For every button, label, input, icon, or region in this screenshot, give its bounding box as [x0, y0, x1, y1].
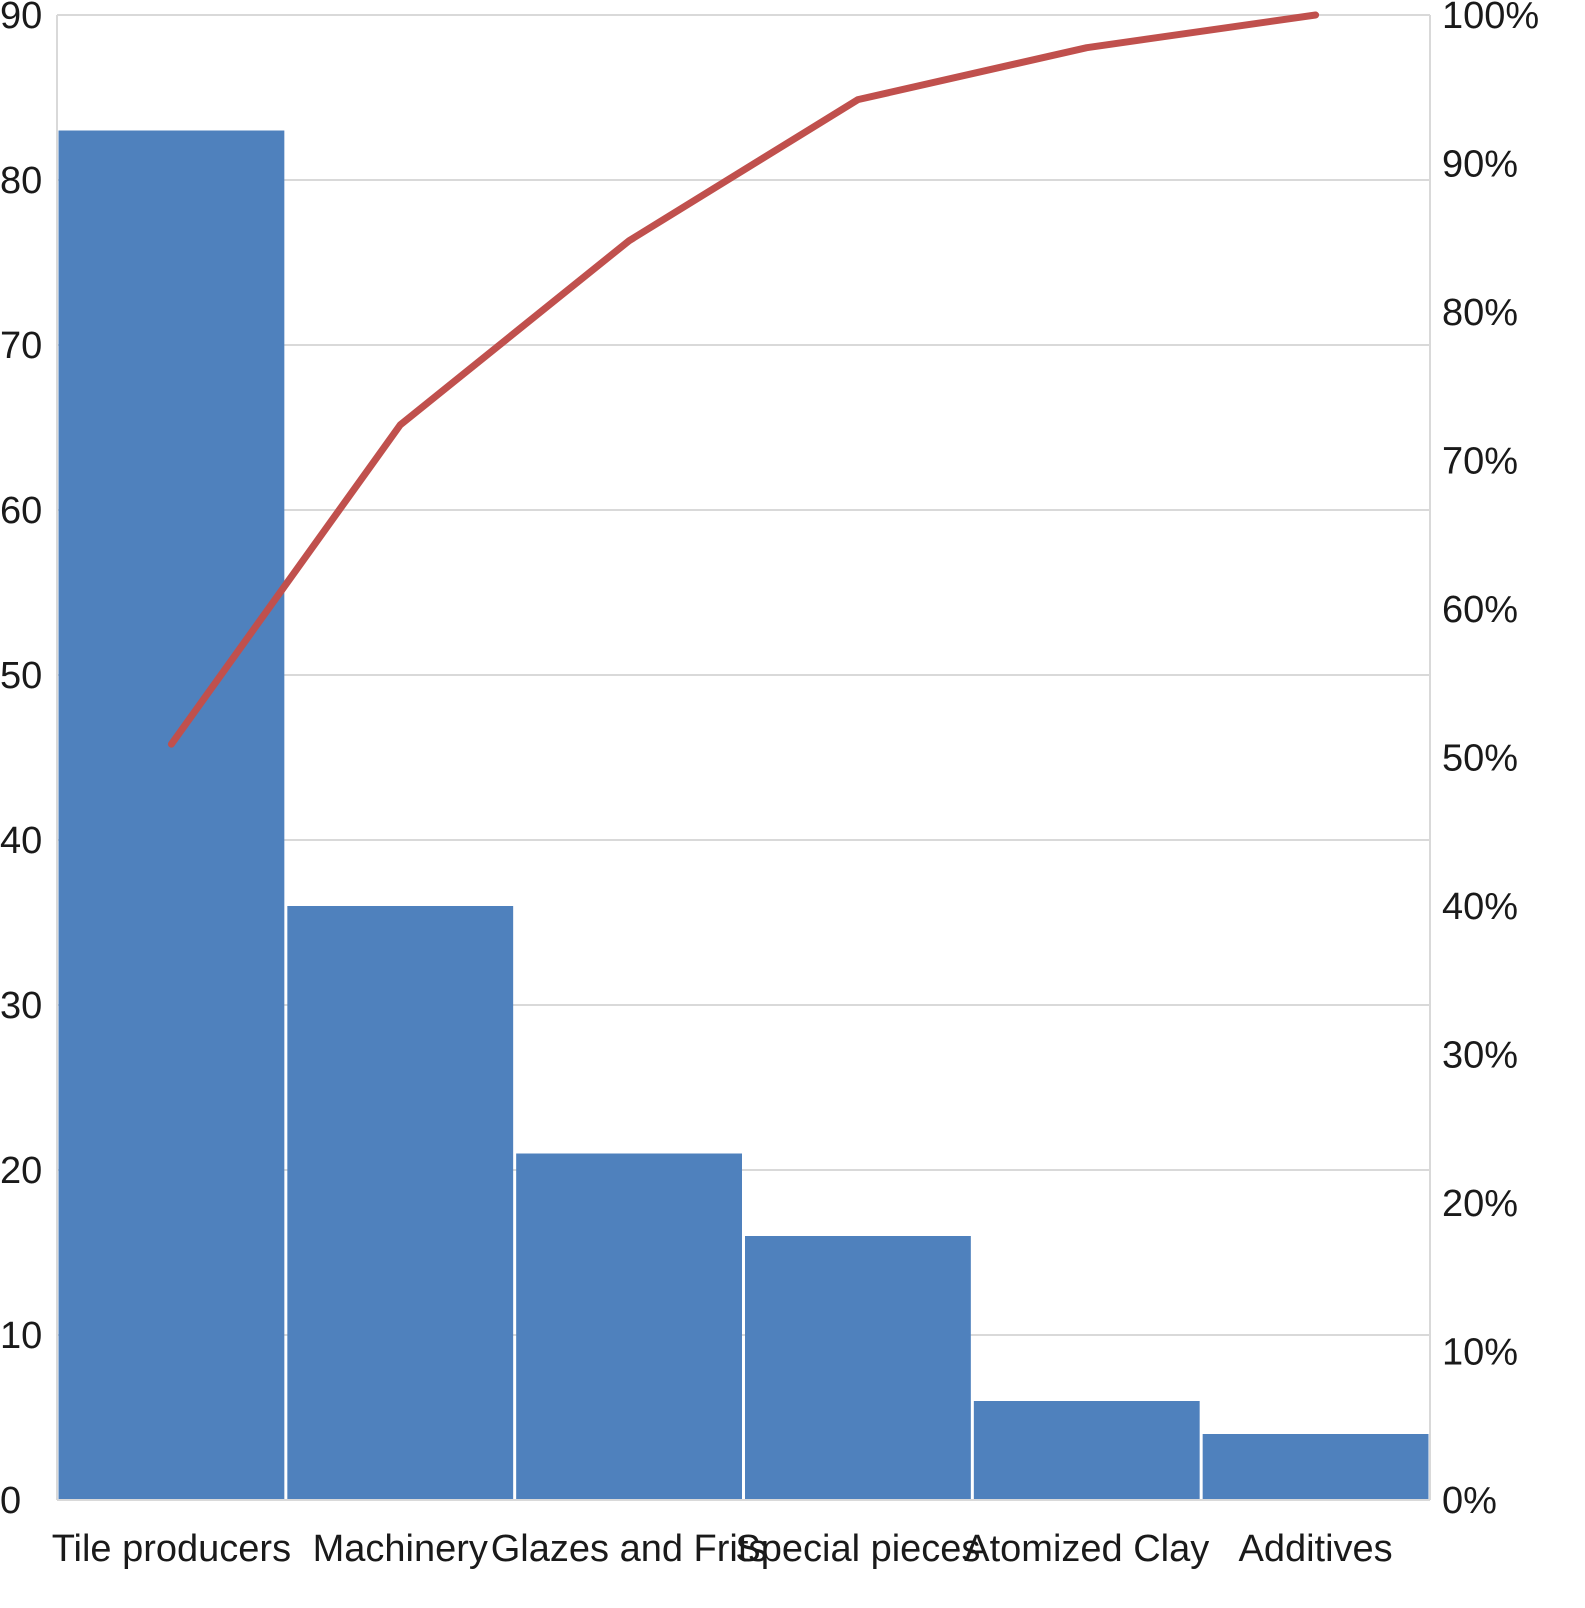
- y2-tick-label: 30%: [1442, 1035, 1518, 1077]
- y2-tick-label: 50%: [1442, 738, 1518, 780]
- y2-tick-label: 20%: [1442, 1183, 1518, 1225]
- gridlines: [57, 14, 1430, 1501]
- x-tick-label: Additives: [1238, 1528, 1392, 1570]
- y-tick-label: 10: [0, 1315, 42, 1357]
- y-tick-label: 80: [0, 160, 42, 202]
- cumulative-percent-line: [167, 11, 1320, 748]
- y-tick-label: 60: [0, 490, 42, 532]
- y-tick-label: 90: [0, 0, 42, 37]
- y2-tick-label: 0%: [1442, 1480, 1497, 1522]
- x-tick-label: Glazes and Frits: [491, 1528, 768, 1570]
- cumulative-line-series: [167, 11, 1320, 748]
- y2-tick-label: 70%: [1442, 441, 1518, 483]
- y-tick-label: 30: [0, 985, 42, 1027]
- x-tick-label: Atomized Clay: [964, 1528, 1209, 1570]
- right-axis-tick-labels: 0% 10% 20% 30% 40% 50% 60% 70% 80% 90% 100%: [1442, 0, 1539, 1522]
- y2-tick-label: 40%: [1442, 886, 1518, 928]
- y2-tick-label: 90%: [1442, 144, 1518, 186]
- bar: [58, 130, 285, 1500]
- y2-tick-label: 100%: [1442, 0, 1539, 37]
- y-tick-label: 0: [0, 1480, 21, 1522]
- y-tick-label: 40: [0, 820, 42, 862]
- bar-series: [58, 130, 1429, 1500]
- category-labels: Tile producers Machinery Glazes and FritsS…: [52, 1528, 1393, 1570]
- y2-tick-label: 10%: [1442, 1332, 1518, 1374]
- bar: [287, 906, 514, 1500]
- axes: [56, 15, 1431, 1501]
- y2-tick-label: 60%: [1442, 589, 1518, 631]
- left-axis-tick-labels: 0 10 20 30 40 50 60 70 80 90: [0, 0, 42, 1522]
- bar: [973, 1401, 1200, 1500]
- x-tick-label: Tile producers: [52, 1528, 291, 1570]
- x-tick-label: Special pieces: [735, 1528, 980, 1570]
- bar: [1202, 1434, 1429, 1500]
- y2-tick-label: 80%: [1442, 292, 1518, 334]
- y-tick-label: 50: [0, 655, 42, 697]
- x-tick-label: Machinery: [313, 1528, 488, 1570]
- bar: [745, 1236, 971, 1500]
- y-tick-label: 20: [0, 1150, 42, 1192]
- bar: [516, 1153, 742, 1500]
- y-tick-label: 70: [0, 325, 42, 367]
